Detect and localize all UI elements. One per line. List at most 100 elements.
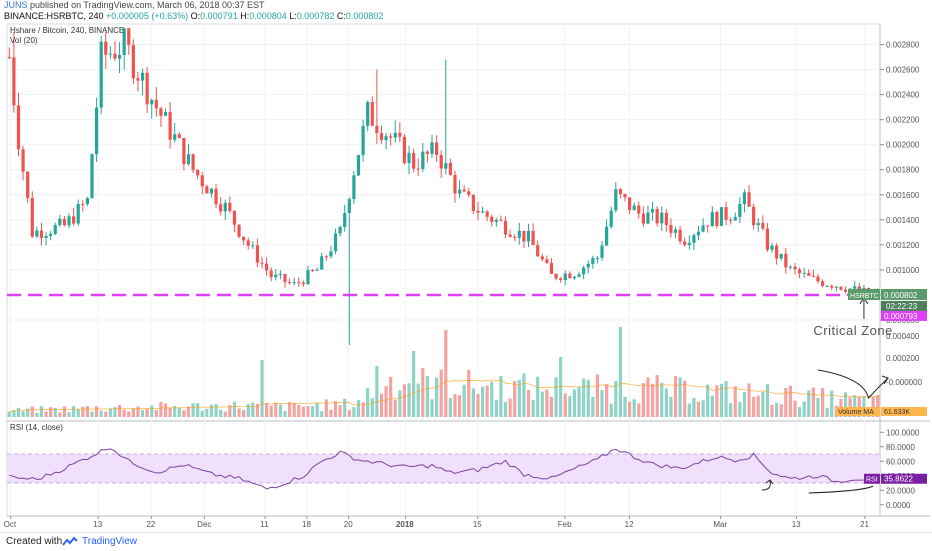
candle-body (779, 253, 783, 259)
candle-body (343, 213, 347, 227)
candle-body (425, 151, 430, 154)
author-link[interactable]: JUNS (4, 0, 28, 10)
volume-bar (765, 384, 770, 417)
volume-bar (108, 408, 112, 417)
volume-bar (632, 399, 636, 417)
open-value: 0.000791 (200, 11, 238, 21)
price-tick-label: 0.001200 (886, 241, 920, 250)
candle-body (775, 245, 779, 259)
candle-body (490, 216, 494, 222)
volume-bar (857, 396, 861, 417)
time-tick-label: 15 (473, 520, 482, 529)
rsi-drawing (808, 485, 874, 494)
candle-body (104, 41, 108, 55)
volume-bar (260, 360, 264, 417)
volume-bar (719, 383, 724, 417)
candle-body (471, 194, 475, 211)
volume-bar (641, 383, 645, 417)
rsi-tag-bg (864, 473, 880, 484)
candle-body (301, 282, 305, 285)
volume-bar (655, 375, 659, 417)
candle-body (540, 256, 544, 260)
candle-body (338, 226, 342, 234)
candle-body (559, 278, 563, 281)
candle-body (278, 274, 282, 276)
candle-body (209, 188, 214, 194)
time-tick-label: 22 (146, 520, 155, 529)
volume-bar (154, 410, 158, 417)
candle-body (49, 233, 53, 236)
volume-bar (618, 327, 622, 417)
volume-bar (586, 379, 590, 417)
candle-body (761, 223, 765, 229)
volume-bar (407, 383, 411, 417)
candle-body (747, 192, 751, 207)
candle-body (163, 111, 168, 116)
candle-body (35, 230, 39, 237)
volume-bar (871, 396, 875, 417)
volume-bar (609, 403, 613, 417)
volume-bar (67, 412, 71, 417)
candle-body (660, 212, 664, 224)
volume-bar (563, 393, 567, 417)
candle-body (361, 125, 365, 156)
candle-body (655, 209, 659, 224)
volume-bar (439, 369, 443, 417)
tradingview-brand[interactable]: TradingView (82, 536, 138, 547)
volume-bar (219, 409, 223, 417)
candle-body (549, 262, 554, 275)
volume-bar (591, 396, 595, 417)
candle-body (729, 219, 733, 221)
candle-body (237, 224, 241, 237)
volume-bar (246, 404, 250, 417)
volume-bar (26, 408, 30, 417)
candle-body (807, 272, 811, 276)
candle-body (793, 266, 797, 270)
candle-body (324, 256, 328, 258)
candle-body (637, 205, 641, 214)
volume-bar (467, 369, 471, 417)
volume-bar (228, 405, 232, 417)
volume-bar (196, 403, 200, 417)
candle-body (7, 57, 11, 59)
candle-body (113, 53, 117, 59)
volume-bar (16, 407, 21, 417)
candle-body (853, 286, 857, 289)
volume-bar (159, 401, 163, 417)
candle-body (306, 270, 310, 285)
volume-bar (310, 406, 315, 417)
candle-body (825, 285, 829, 287)
candle-body (379, 132, 384, 141)
candle-body (797, 269, 802, 274)
volume-bar (287, 401, 292, 417)
candle-body (678, 229, 682, 242)
candle-body (834, 286, 838, 288)
volume-bar (329, 409, 333, 417)
volume-ma-tag-bg (836, 407, 880, 416)
volume-bar (669, 396, 673, 417)
volume-bar (421, 368, 425, 417)
chart-canvas[interactable]: 0.002800 0.002600 0.002400 0.002200 0.002000… (0, 0, 932, 532)
price-pane-title: Hshare / Bitcoin, 240, BINANCE (10, 26, 124, 35)
price-tick-label: 0.001400 (886, 216, 920, 225)
volume-bar (825, 407, 829, 417)
candle-body (577, 274, 581, 277)
support-price-bg (881, 310, 927, 321)
volume-bar (807, 390, 811, 417)
volume-bar (39, 406, 44, 417)
volume-bar (770, 404, 774, 417)
volume-bar (683, 380, 687, 417)
candle-body (62, 218, 67, 226)
candle-body (752, 206, 756, 226)
candle-body (283, 274, 287, 283)
candle-body (439, 154, 443, 169)
volume-bar (90, 411, 94, 417)
candle-body (650, 209, 655, 213)
volume-bar (522, 373, 526, 417)
close-value: 0.000802 (345, 11, 384, 21)
candle-body (706, 225, 710, 227)
volume-bar (269, 405, 273, 417)
rsi-tick-label: 0.0000 (886, 501, 911, 510)
chart-header: JUNS published on TradingView.com, March… (4, 0, 383, 22)
volume-bar (678, 377, 682, 417)
